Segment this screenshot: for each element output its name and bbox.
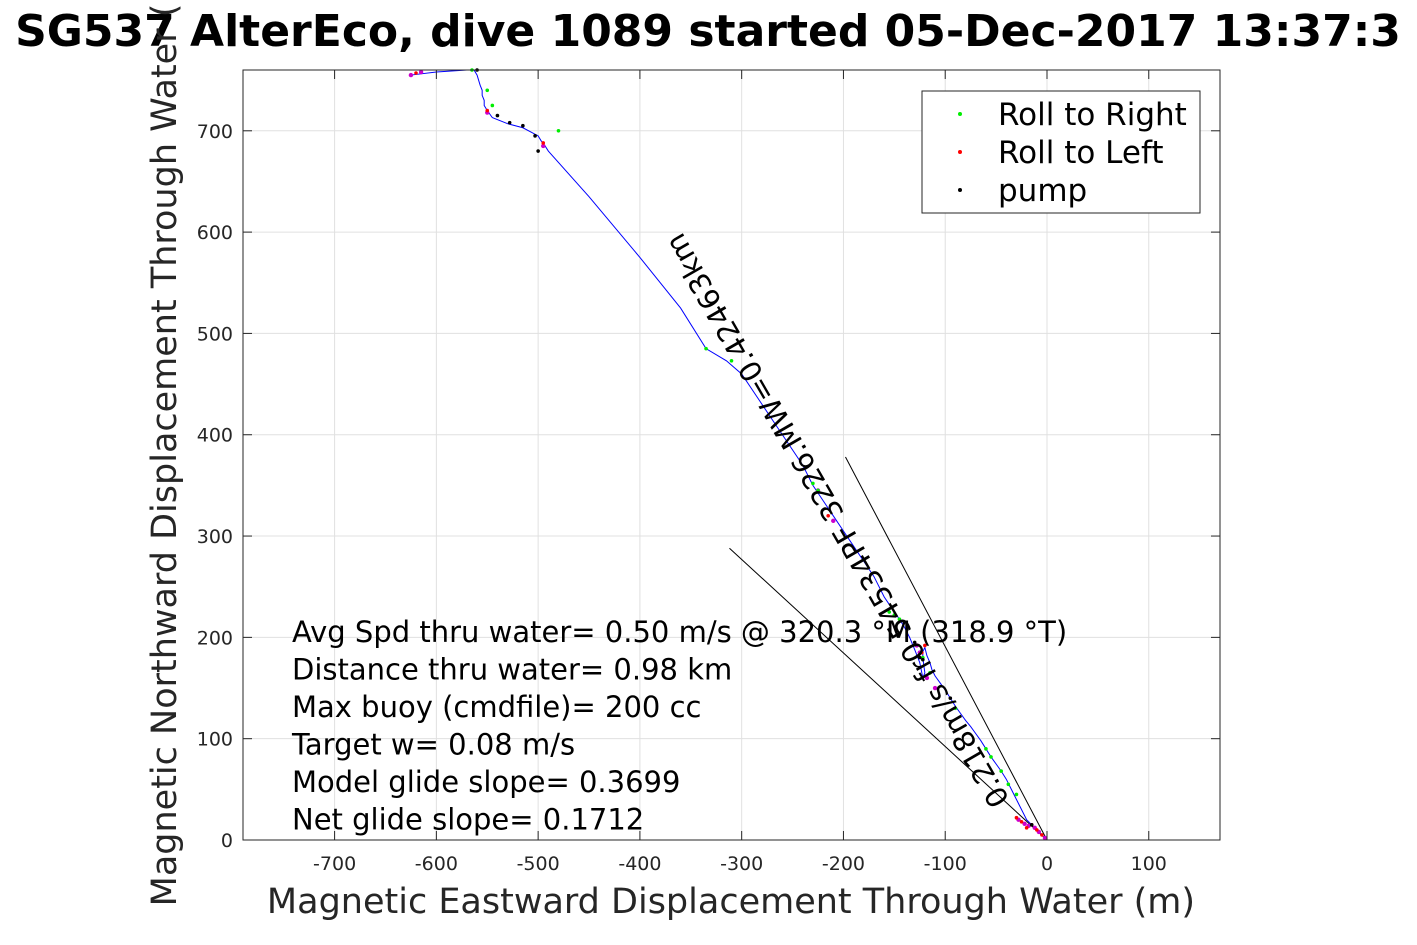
pump-point — [536, 149, 540, 153]
legend-label: pump — [998, 173, 1087, 209]
x-tick-label: -500 — [517, 853, 560, 875]
roll-right-point — [989, 755, 993, 759]
legend-box — [921, 90, 1201, 214]
roll-right-point — [811, 481, 815, 486]
plot-frame — [242, 69, 1221, 841]
legend-marker — [958, 188, 962, 192]
pump-point — [521, 123, 525, 128]
roll-right-point — [984, 747, 988, 751]
x-tick-label: -400 — [618, 853, 661, 875]
roll-left-point — [1035, 828, 1039, 832]
roll-right-point — [953, 706, 958, 711]
y-axis-label: Magnetic Northward Displacement Through … — [145, 4, 185, 907]
roll-right-point — [892, 613, 897, 617]
purple-marker — [914, 643, 919, 648]
axis-ticks: -700 -600 -500 -400 -300 -200 -100 0 100 0 100 200 3… — [197, 70, 1220, 875]
roll-right-point — [999, 769, 1003, 773]
pump-point — [533, 134, 537, 138]
glide-slope-line — [729, 547, 1048, 841]
markers-layer — [408, 68, 1048, 841]
roll-left-point — [541, 141, 546, 145]
roll-left-point — [1014, 815, 1019, 820]
y-tick-label: 500 — [197, 323, 233, 345]
roll-left-point — [414, 71, 418, 75]
model-glide-lines — [729, 456, 1048, 841]
purple-marker — [924, 675, 930, 681]
legend-label: Roll to Right — [998, 97, 1187, 133]
purple-marker — [541, 143, 546, 149]
pump-point — [912, 640, 917, 645]
chart-title: SG537 AlterEco, dive 1089 started 05-Dec… — [15, 6, 1401, 57]
pump-point — [507, 120, 512, 125]
x-tick-label: 0 — [1041, 853, 1053, 875]
roll-right-point — [490, 103, 495, 108]
stats-block: Avg Spd thru water= 0.50 m/s @ 320.3 °M … — [291, 615, 1067, 837]
purple-marker — [1022, 821, 1027, 826]
y-tick-label: 400 — [197, 425, 233, 447]
roll-right-point — [928, 671, 932, 675]
purple-marker — [932, 685, 938, 691]
roll-left-point — [1024, 826, 1029, 830]
x-tick-label: -100 — [924, 853, 967, 875]
roll-right-point — [897, 617, 902, 621]
legend-label: Roll to Left — [998, 135, 1164, 171]
roll-left-point — [826, 513, 830, 518]
y-tick-label: 100 — [197, 729, 233, 751]
y-tick-label: 300 — [197, 526, 233, 548]
stat-line: Avg Spd thru water= 0.50 m/s @ 320.3 °M … — [292, 615, 1067, 649]
purple-marker — [408, 72, 414, 78]
pump-point — [921, 657, 925, 662]
roll-right-point — [556, 128, 561, 133]
purple-marker — [831, 518, 836, 524]
x-tick-label: -600 — [415, 853, 458, 875]
roll-left-point — [485, 108, 490, 113]
roll-right-point — [887, 610, 892, 614]
pump-point — [917, 655, 922, 660]
roll-right-point — [1006, 782, 1011, 787]
roll-left-point — [923, 643, 927, 648]
roll-right-point — [485, 88, 490, 93]
roll-left-point — [920, 650, 924, 655]
stat-line: Max buoy (cmdfile)= 200 cc — [292, 690, 701, 724]
pump-point — [495, 113, 500, 118]
pump-point — [948, 696, 953, 700]
roll-left-point — [1040, 833, 1044, 837]
stat-line: Net glide slope= 0.1712 — [292, 803, 644, 837]
y-tick-label: 0 — [221, 830, 233, 852]
x-tick-label: -300 — [720, 853, 763, 875]
legend-marker — [958, 112, 962, 116]
roll-right-point — [729, 358, 734, 363]
purple-marker — [418, 69, 424, 75]
x-tick-label: 100 — [1131, 853, 1167, 875]
roll-left-point — [1019, 819, 1024, 824]
roll-right-point — [1014, 792, 1019, 797]
x-tick-label: -200 — [822, 853, 865, 875]
x-axis-label: Magnetic Eastward Displacement Through W… — [267, 882, 1195, 922]
pump-point — [1029, 823, 1034, 827]
stat-line: Target w= 0.08 m/s — [291, 728, 575, 762]
x-tick-label: -700 — [313, 853, 356, 875]
stat-line: Model glide slope= 0.3699 — [292, 765, 680, 799]
roll-right-point — [704, 346, 708, 351]
glide-slope-line — [845, 456, 1048, 841]
y-tick-label: 700 — [197, 121, 233, 143]
purple-marker — [1042, 835, 1048, 841]
roll-right-point — [816, 488, 820, 493]
legend-marker — [958, 150, 962, 154]
y-tick-label: 600 — [197, 222, 233, 244]
stat-line: Distance thru water= 0.98 km — [292, 653, 732, 687]
y-tick-label: 200 — [197, 627, 233, 649]
